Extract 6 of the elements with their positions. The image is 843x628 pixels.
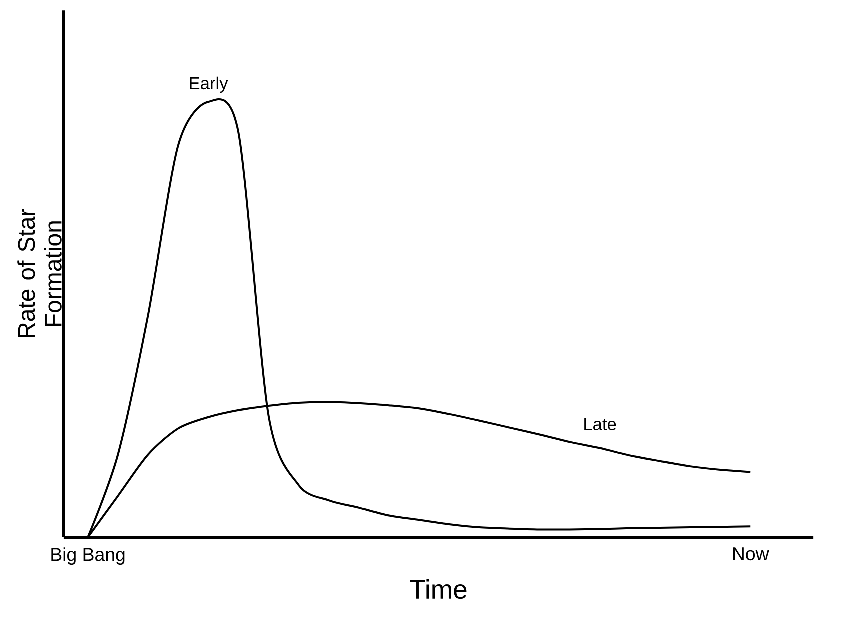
x-tick-label: Big Bang xyxy=(52,547,125,565)
y-axis-title: Rate of Star Formation xyxy=(18,209,62,338)
x-axis-title: Time xyxy=(410,579,467,599)
series-label: Early xyxy=(190,76,228,93)
x-tick-label: Now xyxy=(733,547,770,561)
series-label: Late xyxy=(584,418,616,430)
